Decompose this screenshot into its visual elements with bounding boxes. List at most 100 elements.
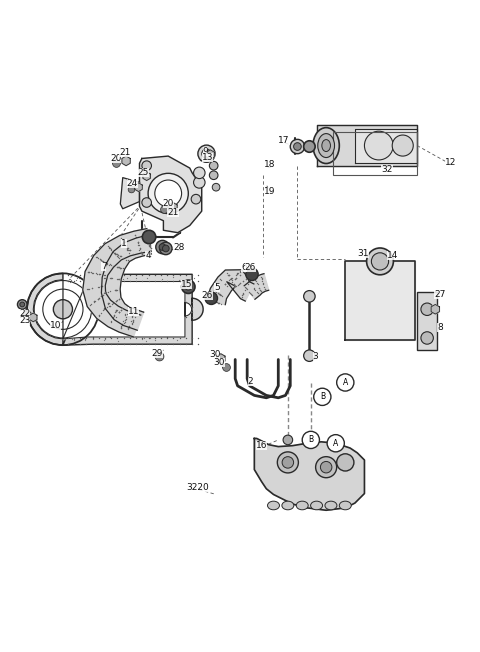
Circle shape <box>181 280 195 293</box>
Ellipse shape <box>318 134 335 158</box>
Circle shape <box>277 452 299 473</box>
Circle shape <box>392 135 413 156</box>
Circle shape <box>198 145 215 162</box>
Circle shape <box>283 435 293 445</box>
Circle shape <box>143 230 156 244</box>
Circle shape <box>159 243 172 255</box>
Polygon shape <box>143 172 150 181</box>
Circle shape <box>314 388 331 406</box>
Text: 20: 20 <box>163 200 174 209</box>
Circle shape <box>306 436 316 446</box>
Circle shape <box>364 131 393 160</box>
Circle shape <box>367 248 394 274</box>
Circle shape <box>304 350 315 361</box>
Polygon shape <box>135 183 142 192</box>
Circle shape <box>421 332 433 344</box>
Bar <box>333 132 417 175</box>
Text: 28: 28 <box>173 243 184 252</box>
Text: 11: 11 <box>128 307 140 316</box>
Polygon shape <box>33 280 192 339</box>
Circle shape <box>212 183 220 191</box>
Text: B: B <box>320 393 325 402</box>
Polygon shape <box>83 229 151 337</box>
Text: 8: 8 <box>437 323 443 332</box>
Text: 13: 13 <box>202 153 213 162</box>
Text: 6: 6 <box>241 263 247 272</box>
Polygon shape <box>101 235 151 330</box>
Text: 31: 31 <box>357 249 369 258</box>
Circle shape <box>191 194 201 204</box>
Polygon shape <box>140 156 202 233</box>
Circle shape <box>155 180 181 207</box>
Circle shape <box>304 141 315 153</box>
Text: 32: 32 <box>381 164 393 173</box>
Text: 10: 10 <box>50 321 61 331</box>
Text: 15: 15 <box>180 280 192 289</box>
Circle shape <box>193 167 205 179</box>
Circle shape <box>302 431 320 449</box>
Circle shape <box>142 198 152 207</box>
Text: 26: 26 <box>245 263 256 272</box>
Ellipse shape <box>296 501 308 510</box>
Circle shape <box>304 291 315 302</box>
Text: A: A <box>343 378 348 387</box>
Ellipse shape <box>311 501 323 510</box>
Text: 14: 14 <box>386 251 398 260</box>
Circle shape <box>185 284 192 290</box>
Text: 30: 30 <box>209 350 220 359</box>
Circle shape <box>193 177 205 188</box>
Polygon shape <box>120 177 140 209</box>
Text: 5: 5 <box>214 283 220 292</box>
Circle shape <box>53 300 72 319</box>
Circle shape <box>421 303 433 316</box>
Circle shape <box>336 374 354 391</box>
Text: B: B <box>308 436 313 445</box>
Ellipse shape <box>322 140 330 151</box>
Circle shape <box>162 245 169 252</box>
Ellipse shape <box>313 128 339 164</box>
Text: 12: 12 <box>445 158 456 167</box>
Text: 27: 27 <box>434 290 446 299</box>
Polygon shape <box>122 156 130 166</box>
Text: 1: 1 <box>121 239 127 248</box>
Circle shape <box>17 300 27 309</box>
Text: 7: 7 <box>101 261 107 271</box>
Text: 21: 21 <box>168 207 179 216</box>
Ellipse shape <box>282 501 294 510</box>
Circle shape <box>156 241 169 254</box>
Text: 29: 29 <box>152 349 163 358</box>
Circle shape <box>316 456 336 478</box>
Polygon shape <box>317 125 417 166</box>
Circle shape <box>282 456 294 468</box>
Text: 21: 21 <box>120 148 131 156</box>
Polygon shape <box>431 304 439 314</box>
Polygon shape <box>207 270 254 304</box>
Text: A: A <box>333 439 338 448</box>
Circle shape <box>246 268 258 280</box>
Text: 25: 25 <box>137 168 148 177</box>
Text: 3220: 3220 <box>187 483 209 492</box>
Circle shape <box>159 244 166 250</box>
Circle shape <box>142 161 152 170</box>
Text: 30: 30 <box>214 359 225 367</box>
Polygon shape <box>345 261 415 340</box>
Text: 3: 3 <box>313 351 319 361</box>
Polygon shape <box>355 129 417 163</box>
Ellipse shape <box>339 501 351 510</box>
Polygon shape <box>29 313 37 321</box>
Circle shape <box>205 292 217 304</box>
Text: 17: 17 <box>278 136 290 145</box>
Polygon shape <box>27 273 203 345</box>
Circle shape <box>327 435 344 452</box>
Circle shape <box>290 140 305 154</box>
Text: 24: 24 <box>127 179 138 188</box>
Circle shape <box>372 253 389 270</box>
Circle shape <box>148 173 188 213</box>
Polygon shape <box>216 354 225 363</box>
Ellipse shape <box>267 501 279 510</box>
Circle shape <box>209 161 218 170</box>
Text: 16: 16 <box>256 441 267 450</box>
Circle shape <box>202 149 211 158</box>
Text: 2: 2 <box>248 377 253 385</box>
Bar <box>417 293 437 350</box>
